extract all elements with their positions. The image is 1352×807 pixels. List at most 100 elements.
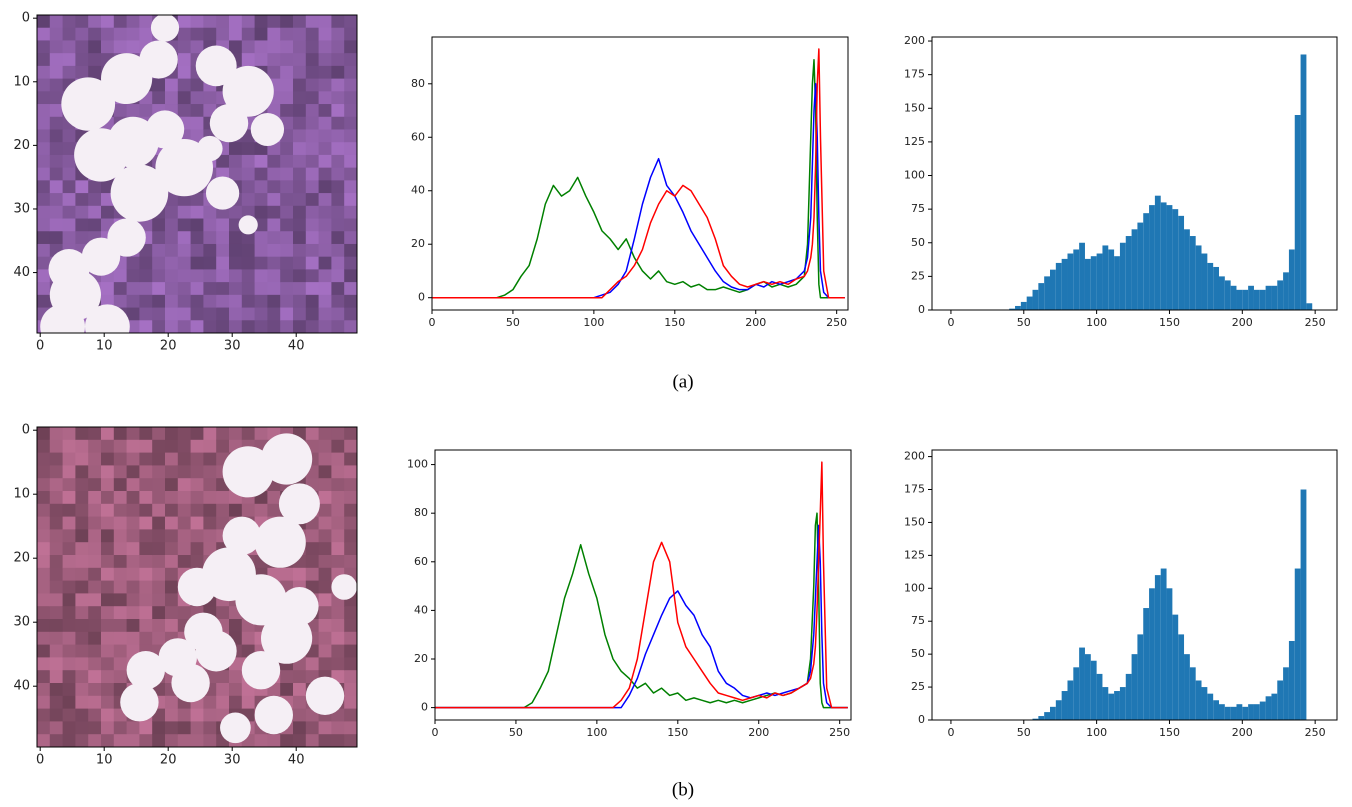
image-pixel bbox=[216, 427, 230, 441]
image-pixel bbox=[139, 256, 153, 270]
image-pixel bbox=[177, 78, 192, 92]
image-pixel bbox=[229, 167, 243, 181]
image-pixel bbox=[177, 427, 192, 441]
image-pixel bbox=[177, 503, 192, 518]
histogram-bar bbox=[1032, 718, 1039, 720]
image-pixel bbox=[88, 606, 102, 620]
image-pixel bbox=[139, 734, 153, 747]
image-pixel bbox=[152, 516, 166, 530]
image-pixel bbox=[49, 606, 64, 620]
histogram-bar bbox=[1084, 258, 1091, 310]
image-pixel bbox=[280, 180, 294, 194]
plot-area bbox=[432, 48, 845, 299]
histogram-bar bbox=[1061, 258, 1068, 310]
image-pixel bbox=[165, 243, 179, 258]
image-pixel bbox=[49, 465, 64, 479]
image-pixel bbox=[216, 294, 230, 309]
y-tick-label: 150 bbox=[904, 101, 925, 114]
x-tick-label: 200 bbox=[1232, 726, 1253, 739]
image-pixel bbox=[267, 307, 281, 321]
image-pixel bbox=[293, 721, 307, 735]
image-pixel bbox=[305, 180, 320, 194]
image-pixel bbox=[75, 619, 89, 633]
image-pixel bbox=[190, 231, 204, 245]
y-tick-label: 60 bbox=[411, 130, 425, 143]
image-pixel bbox=[139, 307, 153, 321]
image-pixel bbox=[280, 91, 294, 105]
image-pixel bbox=[165, 218, 179, 232]
image-pixel bbox=[49, 555, 64, 569]
image-pixel bbox=[318, 282, 332, 296]
x-tick-label: 100 bbox=[1086, 316, 1107, 329]
y-tick-label: 20 bbox=[411, 237, 425, 250]
image-pixel bbox=[267, 320, 281, 333]
image-pixel bbox=[318, 294, 332, 309]
image-pixel bbox=[331, 529, 345, 543]
image-pixel bbox=[152, 734, 166, 747]
image-pixel bbox=[37, 683, 51, 697]
image-pixel bbox=[293, 193, 307, 207]
histogram-bar bbox=[1114, 256, 1120, 310]
image-pixel bbox=[331, 243, 345, 258]
image-pixel bbox=[126, 256, 140, 270]
image-pixel bbox=[293, 78, 307, 92]
image-pixel bbox=[88, 478, 102, 492]
image-pixel bbox=[152, 619, 166, 633]
image-pixel bbox=[344, 53, 357, 67]
image-pixel bbox=[216, 670, 230, 684]
histogram-bar bbox=[1160, 202, 1167, 310]
image-pixel bbox=[177, 555, 192, 569]
image-pixel bbox=[344, 104, 357, 118]
image-pixel bbox=[344, 529, 357, 543]
image-pixel bbox=[101, 15, 115, 29]
image-pixel bbox=[318, 193, 332, 207]
image-pixel bbox=[305, 91, 320, 105]
image-pixel bbox=[62, 27, 76, 41]
image-pixel bbox=[37, 631, 51, 646]
line-series bbox=[435, 461, 848, 709]
histogram-bar bbox=[1044, 276, 1051, 310]
image-pixel bbox=[344, 670, 357, 684]
image-pixel bbox=[37, 491, 51, 505]
image-pixel bbox=[177, 491, 192, 505]
image-pixel bbox=[280, 218, 294, 232]
image-pixel bbox=[344, 644, 357, 658]
histogram-bar bbox=[1020, 301, 1027, 310]
line-series bbox=[435, 524, 848, 709]
image-pixel bbox=[318, 644, 332, 658]
image-pixel bbox=[139, 269, 153, 283]
image-pixel bbox=[331, 116, 345, 130]
image-pixel bbox=[101, 695, 115, 710]
image-pixel bbox=[305, 657, 320, 671]
image-pixel bbox=[318, 142, 332, 156]
histogram-bar bbox=[1050, 269, 1056, 310]
histogram-bar bbox=[1055, 700, 1062, 720]
image-pixel bbox=[75, 644, 89, 658]
histogram-bar bbox=[1108, 249, 1115, 310]
image-pixel bbox=[203, 529, 217, 543]
image-pixel bbox=[37, 695, 51, 710]
image-pixel bbox=[293, 116, 307, 130]
histogram-bar bbox=[1184, 654, 1190, 720]
image-pixel bbox=[216, 439, 230, 454]
image-pixel bbox=[88, 452, 102, 466]
image-pixel bbox=[152, 256, 166, 270]
image-pixel bbox=[101, 734, 115, 747]
image-pixel bbox=[165, 491, 179, 505]
image-pixel bbox=[344, 427, 357, 441]
histogram-bar bbox=[1125, 236, 1132, 310]
image-pixel bbox=[331, 657, 345, 671]
x-tick-label: 250 bbox=[829, 726, 850, 739]
image-pixel bbox=[88, 65, 102, 80]
image-pixel bbox=[177, 606, 192, 620]
image-pixel bbox=[75, 631, 89, 646]
image-pixel bbox=[165, 555, 179, 569]
histogram-bar bbox=[1195, 680, 1202, 720]
image-pixel bbox=[49, 167, 64, 181]
image-pixel bbox=[165, 580, 179, 594]
x-tick-label: 150 bbox=[1159, 316, 1180, 329]
y-tick-label: 20 bbox=[13, 138, 30, 153]
image-pixel bbox=[113, 529, 128, 543]
image-pixel bbox=[293, 256, 307, 270]
image-blob bbox=[110, 164, 169, 222]
